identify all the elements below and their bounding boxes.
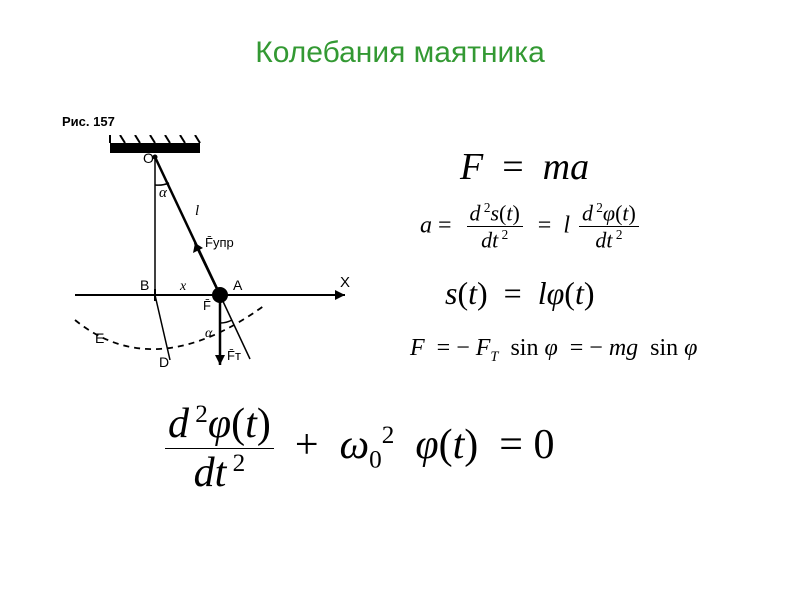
label-F: F̄ <box>203 298 211 313</box>
label-B: B <box>140 277 149 293</box>
label-A: A <box>233 277 243 293</box>
label-l: l <box>195 203 199 219</box>
eq-oscillator: d 2φ(t) dt 2 + ω02 φ(t) = 0 <box>165 400 554 497</box>
label-E: E <box>95 330 104 346</box>
page-title: Колебания маятника <box>0 36 800 70</box>
eq-newton2: F = ma <box>460 145 589 189</box>
figure-caption: Рис. 157 <box>62 114 115 129</box>
label-FT: F̄т <box>227 348 241 363</box>
pendulum-diagram: O α l X B x A F̄упр F̄ F̄т <box>55 135 355 395</box>
label-O: O <box>143 150 154 166</box>
eq-arclength: s(t) = lφ(t) <box>445 275 595 312</box>
label-Fupr: F̄упр <box>205 235 234 250</box>
eq-acceleration: a = d 2s(t) dt 2 = l d 2φ(t) dt 2 <box>420 200 642 254</box>
label-D: D <box>159 354 169 370</box>
label-alpha-bot: α <box>205 326 213 341</box>
label-X: X <box>340 274 350 291</box>
label-x: x <box>179 279 187 294</box>
eq-force: F = − FT sin φ = − mg sin φ <box>410 335 697 366</box>
label-alpha-top: α <box>159 185 168 201</box>
